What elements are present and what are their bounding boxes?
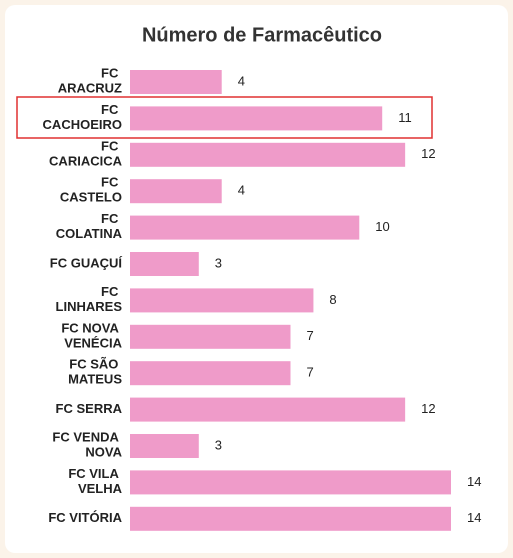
- category-label: FC CASTELO: [60, 175, 122, 205]
- value-label: 4: [238, 183, 245, 198]
- value-label: 8: [329, 292, 336, 307]
- bar: [130, 506, 451, 531]
- category-label: FC CACHOEIRO: [43, 102, 122, 132]
- category-label: FC SERRA: [56, 401, 123, 416]
- bar: [130, 361, 291, 386]
- bar: [130, 106, 383, 131]
- category-label: FC CARIACICA: [49, 139, 123, 169]
- category-label: FC VENDA NOVA: [52, 430, 122, 460]
- bar: [130, 179, 222, 204]
- category-label: FC ARACRUZ: [58, 66, 122, 96]
- category-label: FC VILA VELHA: [68, 466, 122, 496]
- value-label: 11: [398, 110, 412, 125]
- value-label: 12: [421, 401, 435, 416]
- category-label: FC LINHARES: [56, 284, 123, 314]
- category-label: FC GUAÇUÍ: [50, 255, 123, 270]
- bar: [130, 470, 451, 495]
- value-label: 4: [238, 73, 245, 88]
- category-label: FC SÃO MATEUS: [68, 357, 122, 387]
- value-label: 10: [375, 219, 389, 234]
- value-label: 3: [215, 437, 222, 452]
- bar: [130, 434, 199, 458]
- value-label: 7: [307, 365, 314, 380]
- bar: [130, 324, 291, 349]
- category-label: FC NOVA VENÉCIA: [61, 321, 122, 351]
- bar: [130, 397, 406, 422]
- bar: [130, 142, 406, 167]
- value-label: 7: [307, 328, 314, 343]
- bar: [130, 252, 199, 276]
- value-label: 12: [421, 146, 435, 161]
- bar: [130, 288, 314, 313]
- value-label: 14: [467, 474, 481, 489]
- highlight-box: [16, 96, 433, 139]
- bar: [130, 70, 222, 94]
- category-label: FC COLATINA: [56, 212, 123, 242]
- category-label: FC VITÓRIA: [48, 510, 122, 525]
- value-label: 14: [467, 510, 481, 525]
- bar: [130, 215, 360, 240]
- value-label: 3: [215, 255, 222, 270]
- chart-title: Número de Farmacêutico: [142, 24, 382, 46]
